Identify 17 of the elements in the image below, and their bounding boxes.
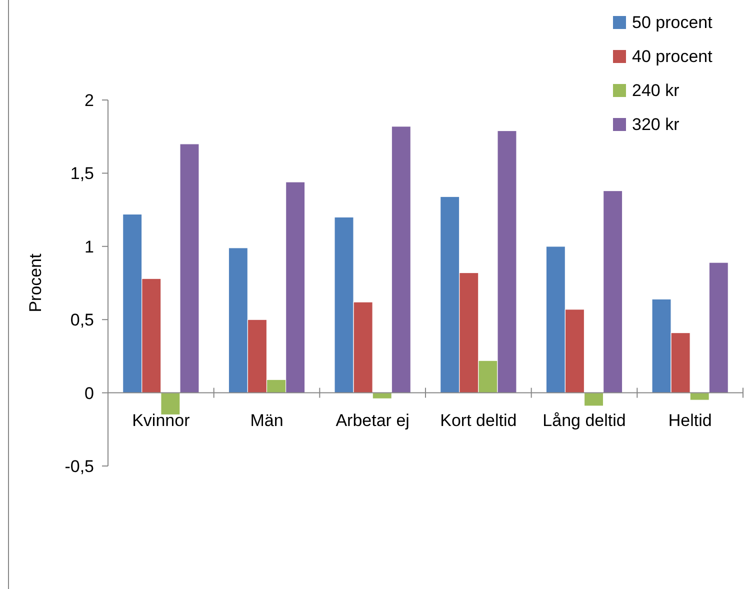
y-tick-label: 2 [84, 90, 94, 110]
y-tick-label: 1 [84, 237, 94, 256]
y-tick-label: 1,5 [70, 164, 94, 184]
x-tick-label: Kvinnor [132, 410, 190, 430]
x-tick-label: Män [250, 410, 284, 430]
legend-label: 40 procent [632, 46, 713, 66]
x-tick-label: Lång deltid [542, 410, 626, 430]
y-tick-label: 0,5 [70, 310, 94, 330]
x-tick-label: Kort deltid [440, 410, 517, 430]
legend-label: 320 kr [632, 114, 680, 134]
x-tick-label: Heltid [668, 410, 712, 430]
y-axis-title: Procent [26, 253, 45, 312]
x-tick-label: Arbetar ej [336, 410, 410, 430]
y-tick-label: 0 [84, 384, 94, 403]
y-tick-label: -0,5 [64, 456, 94, 476]
legend-label: 50 procent [632, 12, 713, 32]
legend-label: 240 kr [632, 80, 680, 100]
